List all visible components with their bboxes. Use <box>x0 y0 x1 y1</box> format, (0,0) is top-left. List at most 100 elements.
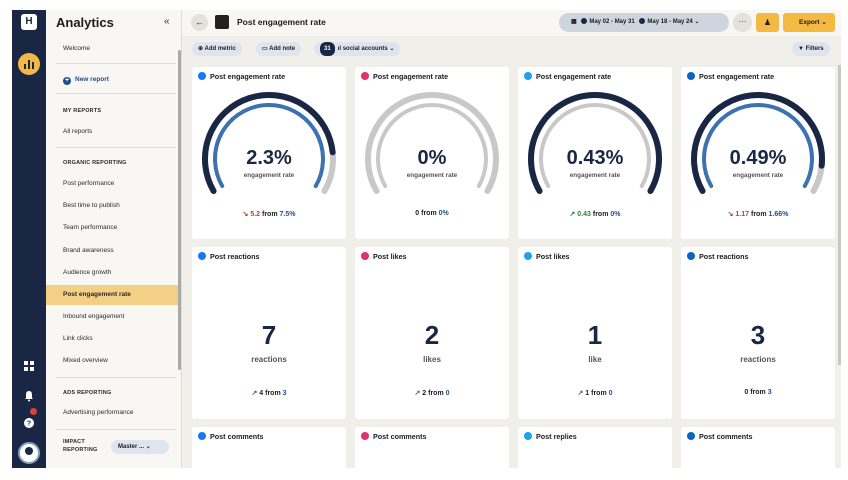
notification-badge <box>30 408 37 415</box>
metric-value: 2 <box>424 320 440 350</box>
card-title-text: Post likes <box>373 252 407 261</box>
change-value: 0 <box>744 389 749 396</box>
engagement-gauge <box>365 92 499 194</box>
card-title-text: Post engagement rate <box>699 72 775 81</box>
count-card-instagram[interactable]: Post likes 2 likes ↗ 2 from 0 <box>355 247 509 419</box>
export-button[interactable]: Export ⌄ <box>783 13 835 32</box>
card-title-text: Post comments <box>699 432 753 441</box>
impact-select-value: Master ... <box>118 444 145 450</box>
sidebar-item-post-performance[interactable]: Post performance <box>63 180 115 187</box>
engagement-gauge <box>202 92 336 194</box>
card-title-text: Post comments <box>373 432 427 441</box>
gauge-card-linkedin[interactable]: Post engagement rate 0.49% engagement ra… <box>681 67 835 239</box>
bottom-card-linkedin[interactable]: Post comments <box>681 427 835 468</box>
change-indicator: 0 from 3 <box>681 389 835 396</box>
metric-value: 1 <box>587 320 603 350</box>
sidebar-item-best-time[interactable]: Best time to publish <box>63 202 120 209</box>
sidebar-item-audience-growth[interactable]: Audience growth <box>63 269 112 276</box>
count-card-facebook[interactable]: Post reactions 7 reactions ↗ 4 from 3 <box>192 247 346 419</box>
sidebar-item-welcome[interactable]: Welcome <box>63 45 90 52</box>
sidebar-item-mixed-overview[interactable]: Mixed overview <box>63 357 108 364</box>
facebook-icon <box>198 72 206 80</box>
apps-grid-icon[interactable] <box>21 360 37 376</box>
change-value: 5.2 <box>250 211 261 218</box>
card-title-text: Post likes <box>536 252 570 261</box>
sidebar-item-inbound-engagement[interactable]: Inbound engagement <box>63 313 125 320</box>
sidebar-item-team-performance[interactable]: Team performance <box>63 224 118 231</box>
change-value: 4 <box>259 390 264 397</box>
bell-icon[interactable] <box>21 390 37 406</box>
from-word: from <box>591 390 607 397</box>
from-word: from <box>262 211 278 218</box>
sidebar-item-advertising-performance[interactable]: Advertising performance <box>63 409 134 416</box>
bar-chart-icon: ıl <box>337 46 343 52</box>
sidebar-item-all-reports[interactable]: All reports <box>63 128 93 135</box>
sidebar-title: Analytics <box>56 15 114 30</box>
change-value: 1 <box>585 390 590 397</box>
linkedin-icon <box>687 432 695 440</box>
gauge-card-twitter[interactable]: Post engagement rate 0.43% engagement ra… <box>518 67 672 239</box>
sidebar-item-brand-awareness[interactable]: Brand awareness <box>63 247 114 254</box>
gauge-card-facebook[interactable]: Post engagement rate 2.3% engagement rat… <box>192 67 346 239</box>
plus-icon: + <box>63 77 71 85</box>
more-options-icon[interactable]: ··· <box>733 13 752 32</box>
linkedin-icon <box>687 72 695 80</box>
main-scrollbar[interactable] <box>838 65 841 365</box>
trend-down-icon: ↘ <box>727 211 736 218</box>
section-heading-impact: IMPACT <box>63 439 85 445</box>
card-title-text: Post comments <box>210 432 264 441</box>
social-accounts-selector[interactable]: 31 ıl social accounts ⌄ <box>314 42 401 56</box>
collapse-sidebar-icon[interactable]: « <box>164 16 170 27</box>
card-title: Post reactions <box>687 252 749 261</box>
new-report-link[interactable]: + New report <box>63 76 109 85</box>
accounts-count-badge: 31 <box>320 42 335 56</box>
sidebar: Analytics « Welcome + New report MY REPOR… <box>46 10 182 468</box>
change-indicator: ↘ 1.17 from 1.66% <box>681 210 835 218</box>
card-title-text: Post reactions <box>210 252 260 261</box>
change-indicator: 0 from 0% <box>355 210 509 217</box>
new-report-label: New report <box>75 76 109 83</box>
previous-value: 0% <box>438 210 449 217</box>
date-range-current: May 02 - May 31 <box>589 19 635 25</box>
analytics-nav-button[interactable] <box>18 53 40 75</box>
gauge-label: engagement rate <box>569 172 621 179</box>
gauge-label: engagement rate <box>732 172 784 179</box>
divider <box>56 147 176 148</box>
card-title: Post comments <box>687 432 753 441</box>
owl-logo-icon[interactable]: H <box>21 14 37 30</box>
instagram-icon <box>361 252 369 260</box>
metric-unit: likes <box>423 355 441 364</box>
bottom-card-twitter[interactable]: Post replies <box>518 427 672 468</box>
count-card-linkedin[interactable]: Post reactions 3 reactions 0 from 3 <box>681 247 835 419</box>
bottom-card-instagram[interactable]: Post comments <box>355 427 509 468</box>
section-heading-organic: ORGANIC REPORTING <box>63 160 127 166</box>
sidebar-item-post-engagement-rate[interactable]: Post engagement rate <box>46 285 180 305</box>
section-heading-my-reports: MY REPORTS <box>63 108 102 114</box>
impact-report-select[interactable]: Master ... ⌄ <box>111 440 169 454</box>
trend-up-icon: ↗ <box>569 211 578 218</box>
change-indicator: ↗ 4 from 3 <box>192 389 346 397</box>
gauge-value: 2.3% <box>246 147 292 169</box>
sidebar-scrollbar[interactable] <box>178 50 181 370</box>
card-title: Post engagement rate <box>524 72 611 81</box>
filters-button[interactable]: ▼ Filters <box>792 42 830 56</box>
count-card-twitter[interactable]: Post likes 1 like ↗ 1 from 0 <box>518 247 672 419</box>
add-note-label: Add note <box>269 46 296 52</box>
card-title: Post engagement rate <box>687 72 774 81</box>
back-arrow-icon[interactable]: ← <box>191 14 208 31</box>
add-note-button[interactable]: ▭ Add note <box>256 42 302 56</box>
divider <box>56 63 176 64</box>
card-title-text: Post engagement rate <box>373 72 449 81</box>
gauge-label: engagement rate <box>406 172 458 179</box>
sidebar-item-link-clicks[interactable]: Link clicks <box>63 335 93 342</box>
help-icon[interactable]: ? <box>21 417 37 433</box>
bottom-card-facebook[interactable]: Post comments <box>192 427 346 468</box>
share-user-icon[interactable]: ♟ <box>756 13 779 32</box>
add-metric-button[interactable]: ⊕ Add metric <box>192 42 242 56</box>
change-value: 1.17 <box>735 211 750 218</box>
gauge-card-instagram[interactable]: Post engagement rate 0% engagement rate … <box>355 67 509 239</box>
trend-up-icon: ↗ <box>251 390 260 397</box>
user-avatar[interactable] <box>18 442 40 464</box>
filter-icon: ▼ <box>798 46 806 52</box>
date-range-picker[interactable]: ▦ May 02 - May 31 May 18 - May 24 ⌄ <box>559 13 729 32</box>
